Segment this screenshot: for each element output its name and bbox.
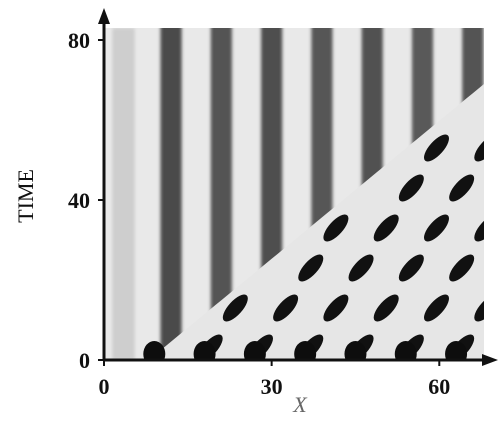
lattice-blob [298,254,324,282]
lattice-blob [348,254,374,282]
x-tick-label: 60 [428,374,450,399]
lattice-blob [423,134,450,162]
lattice-blob-base [143,341,166,360]
lattice-blob [222,294,248,322]
y-tick-label: 80 [68,28,90,53]
lattice-blob [474,294,484,322]
stripe-band-faint [112,28,135,360]
lattice-blob [373,294,399,322]
y-tick-label: 40 [68,188,90,213]
lattice-blob [398,254,424,282]
lattice-blob-base [193,341,216,360]
lattice-blob [449,254,475,282]
x-tick-label: 0 [99,374,110,399]
axis-ticks: 0 30 60 0 40 80 [68,28,450,399]
lattice-region [143,84,484,360]
lattice-blob [474,134,484,162]
x-tick-label: 30 [261,374,283,399]
y-axis-title: TIME [13,169,38,223]
lattice-blob [398,174,424,202]
x-axis-title: X [292,392,308,417]
lattice-blob [423,214,450,242]
lattice-blob-base [294,341,317,360]
lattice-blob [273,294,299,322]
lattice-blob [423,294,450,322]
x-axis-arrow-icon [482,354,498,366]
lattice-blob-base [445,341,468,360]
stripe-band [210,28,232,360]
heatmap-area [104,28,484,360]
lattice-blob [323,214,349,242]
lattice-background [148,84,484,360]
y-axis-arrow-icon [98,8,110,24]
lattice-blob-base [243,341,266,360]
stripe-band [160,28,182,360]
lattice-blob-base [344,341,367,360]
lattice-blob [373,214,399,242]
y-tick-label: 0 [79,348,90,373]
lattice-blob [449,174,475,202]
lattice-blob [323,294,349,322]
lattice-blob-base [394,341,417,360]
lattice-blob [474,214,484,242]
